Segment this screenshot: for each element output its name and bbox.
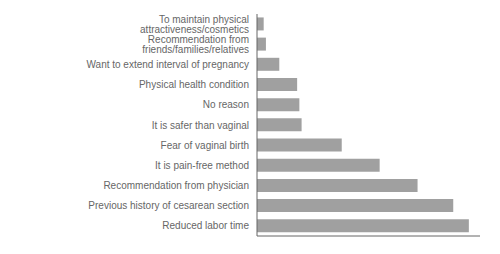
svg-text:It is safer than vaginal: It is safer than vaginal	[152, 120, 249, 131]
svg-text:Physical health condition: Physical health condition	[139, 79, 249, 90]
svg-text:Want to extend interval of pre: Want to extend interval of pregnancy	[87, 59, 250, 70]
svg-text:Recommendation fromfriends/fam: Recommendation fromfriends/families/rela…	[142, 34, 249, 55]
svg-text:Previous history of cesarean s: Previous history of cesarean section	[88, 200, 249, 211]
svg-text:Recommendation from physician: Recommendation from physician	[103, 180, 249, 191]
svg-text:To maintain physicalattractive: To maintain physicalattractiveness/cosme…	[140, 14, 249, 35]
svg-text:Fear of vaginal birth: Fear of vaginal birth	[161, 140, 249, 151]
svg-text:It is pain-free method: It is pain-free method	[155, 160, 249, 171]
svg-text:Reduced labor time: Reduced labor time	[162, 220, 249, 231]
svg-text:No reason: No reason	[203, 99, 249, 110]
